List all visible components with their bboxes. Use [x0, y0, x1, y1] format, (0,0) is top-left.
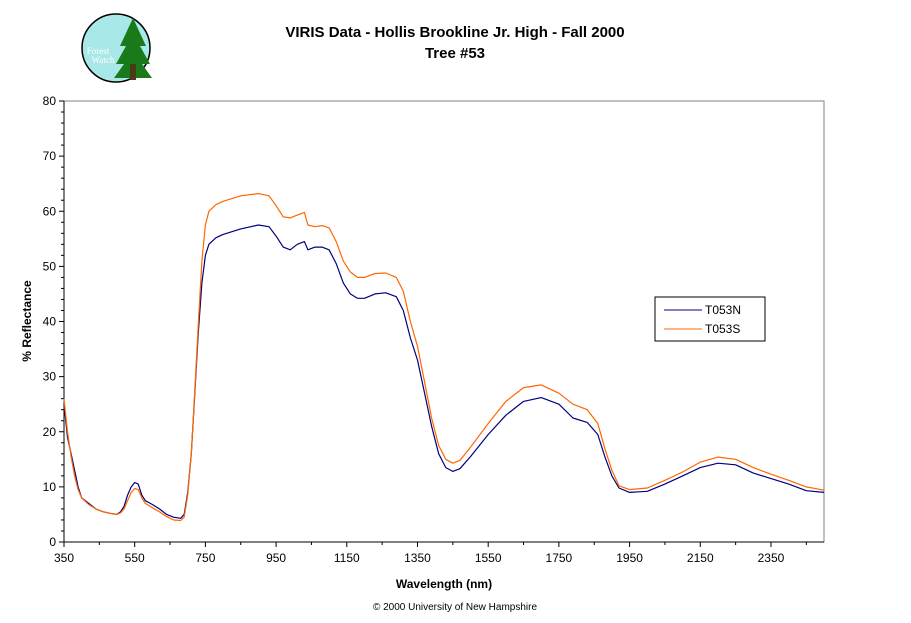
copyright-footer: © 2000 University of New Hampshire [373, 602, 538, 613]
logo-text-line1: Forest [87, 46, 110, 56]
y-tick-label: 60 [43, 204, 57, 218]
x-tick-label: 1950 [616, 551, 643, 565]
x-tick-label: 1150 [334, 551, 360, 565]
y-tick-label: 30 [43, 370, 57, 384]
x-tick-label: 750 [195, 551, 215, 565]
y-tick-label: 70 [43, 149, 57, 163]
series-line-t053n [63, 224, 825, 519]
x-tick-label: 2350 [758, 551, 785, 565]
x-tick-label: 1750 [546, 551, 573, 565]
legend-label-t053s: T053S [705, 322, 740, 336]
x-tick-label: 2150 [687, 551, 714, 565]
y-tick-label: 80 [43, 94, 57, 108]
y-axis-title: % Reflectance [20, 280, 34, 362]
legend-box [654, 296, 766, 342]
x-axis-title: Wavelength (nm) [396, 577, 492, 591]
y-tick-label: 0 [49, 535, 56, 549]
x-tick-label: 950 [266, 551, 286, 565]
y-tick-label: 40 [43, 315, 57, 329]
x-tick-label: 550 [125, 551, 145, 565]
y-tick-label: 50 [43, 259, 57, 273]
legend-label-t053n: T053N [705, 303, 741, 317]
logo-text-line2: Watch [92, 55, 115, 65]
chart-title: VIRIS Data - Hollis Brookline Jr. High -… [285, 24, 624, 41]
y-tick-label: 20 [43, 425, 57, 439]
chart-subtitle: Tree #53 [425, 45, 485, 62]
x-tick-label: 1550 [475, 551, 502, 565]
x-tick-label: 350 [54, 551, 74, 565]
series-line-t053s [63, 193, 825, 522]
tree-icon [114, 18, 152, 78]
legend: T053N T053S [654, 296, 766, 342]
x-tick-label: 1350 [404, 551, 431, 565]
forest-watch-logo: Forest Watch [81, 13, 152, 83]
y-tick-label: 10 [43, 480, 57, 494]
